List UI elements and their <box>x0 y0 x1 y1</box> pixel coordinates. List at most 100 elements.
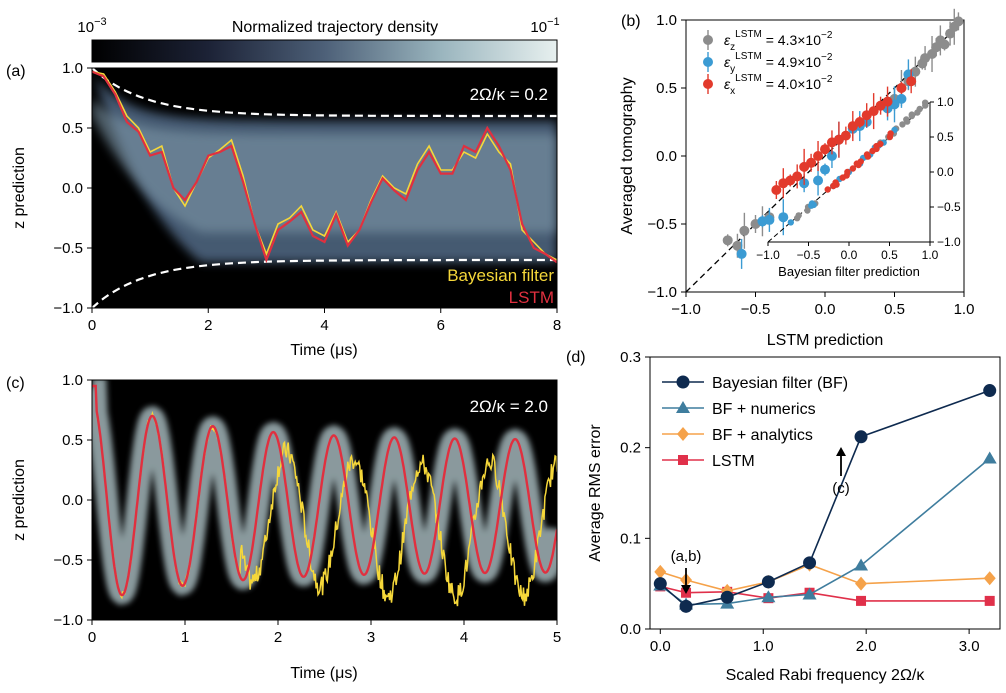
eps-x-inset-point <box>824 186 831 193</box>
x-tick-label: 2 <box>204 317 212 334</box>
eps-y-legend-marker <box>703 57 713 67</box>
eps-z-inset-point <box>908 111 916 118</box>
panel-b-xlabel: LSTM prediction <box>767 332 884 349</box>
eps-y-point <box>896 93 907 104</box>
eps-y-inset-point <box>808 200 816 207</box>
panel-a-ylabel: z prediction <box>11 147 28 229</box>
x-tick-label: 1 <box>181 629 189 646</box>
eps-z-inset-point <box>921 99 929 106</box>
eps-z-legend-marker <box>703 35 713 45</box>
inset-y-tick: 1.0 <box>937 95 954 109</box>
lstm-marker <box>984 595 995 606</box>
y-tick-label: 0.5 <box>62 120 83 137</box>
eps-x-inset-point <box>832 179 839 186</box>
eps-y-point <box>778 212 789 223</box>
eps-x-point <box>854 117 865 127</box>
eps-x-point <box>882 96 893 107</box>
arrow-c: (c) <box>832 447 850 497</box>
inset-y-tick: 0.5 <box>937 130 954 144</box>
eps-x-point <box>840 130 851 141</box>
panel-c-xlabel: Time (μs) <box>290 665 357 682</box>
panel-a-xlabel: Time (μs) <box>290 342 357 359</box>
x-tick-label: 1.0 <box>954 301 975 318</box>
panel-a-annotation: 2Ω/κ = 0.2 <box>470 85 548 104</box>
panel-d: (d) Bayesian filter (BF) BF + numerics BF … <box>566 349 1001 684</box>
eps-z-point <box>739 225 750 236</box>
inset-x-tick: −1.0 <box>756 248 780 262</box>
inset-x-tick: 0.5 <box>881 248 898 262</box>
x-tick-label: 3.0 <box>959 638 980 655</box>
eps-z-point <box>953 16 964 27</box>
colorbar-max: 10−1 <box>530 16 559 36</box>
legend-lstm-a: LSTM <box>509 288 554 307</box>
eps-z-point <box>939 39 950 50</box>
y-tick-label: 1.0 <box>62 60 83 77</box>
y-tick-label: 0.3 <box>620 349 641 366</box>
panel-d-xlabel: Scaled Rabi frequency 2Ω/κ <box>726 667 926 684</box>
x-tick-label: 6 <box>437 317 445 334</box>
arrow-ab-label: (a,b) <box>671 548 702 565</box>
eps-x-point <box>906 76 917 87</box>
bf-analytics-marker <box>855 576 868 591</box>
panel-c-ylabel: z prediction <box>11 459 28 541</box>
y-tick-label: −0.5 <box>53 240 83 257</box>
eps-x-inset-point <box>887 130 894 137</box>
y-tick-label: 0.0 <box>656 148 677 165</box>
bf-legend-marker <box>676 375 690 389</box>
bf-marker <box>983 384 997 398</box>
y-tick-label: 1.0 <box>62 372 83 389</box>
lstm-legend-marker <box>678 455 688 465</box>
eps-x-inset-point <box>849 165 857 172</box>
panel-a-heatmap <box>92 68 557 308</box>
y-tick-label: 0.5 <box>656 80 677 97</box>
bf-legend-label: Bayesian filter (BF) <box>712 375 848 392</box>
panel-c-tag: (c) <box>6 375 25 392</box>
x-tick-label: 0 <box>88 629 96 646</box>
bf-marker <box>679 599 693 613</box>
y-tick-label: −1.0 <box>647 284 677 301</box>
eps-z-point <box>722 235 733 246</box>
x-tick-label: 1.0 <box>753 638 774 655</box>
eps-x-point <box>896 83 907 93</box>
panel-d-ylabel: Average RMS error <box>587 424 604 562</box>
bf-marker <box>653 577 667 591</box>
eps-z-point <box>732 240 743 251</box>
x-tick-label: 4 <box>460 629 468 646</box>
y-tick-label: −1.0 <box>53 612 83 629</box>
bf-numerics-marker <box>854 558 869 571</box>
eps-x-point <box>868 106 879 117</box>
x-tick-label: −0.5 <box>741 301 771 318</box>
eps-z-inset-point <box>916 105 923 113</box>
x-tick-label: 4 <box>320 317 328 334</box>
eps-z-inset-point <box>793 215 801 222</box>
eps-x-point <box>806 157 817 168</box>
eps-x-point <box>813 151 824 161</box>
eps-y-point <box>813 175 824 186</box>
y-tick-label: 0.0 <box>62 492 83 509</box>
panel-c: (c) 2Ω/κ = 2.0 0 1 2 3 4 5 1.0 0.5 0.0 −0.5 −1.0 T… <box>6 372 561 682</box>
eps-y-point <box>736 248 747 259</box>
legend-bayes-a: Bayesian filter <box>447 266 554 285</box>
y-tick-label: −1.0 <box>53 300 83 317</box>
bf-numerics-marker <box>982 451 997 464</box>
y-tick-label: 0.0 <box>620 621 641 638</box>
y-tick-label: 0.5 <box>62 432 83 449</box>
eps-x-point <box>820 144 830 155</box>
x-tick-label: 3 <box>367 629 375 646</box>
bf-marker <box>854 430 868 444</box>
panel-d-axes <box>649 356 1001 630</box>
eps-x-point <box>792 171 803 182</box>
y-tick-label: 0.1 <box>620 530 641 547</box>
y-tick-label: −0.5 <box>53 552 83 569</box>
x-tick-label: 2.0 <box>856 638 877 655</box>
bf-numerics-marker <box>802 587 817 600</box>
panel-b-tag: (b) <box>621 13 641 30</box>
panel-b-inset: −1.0 −0.5 0.0 0.5 1.0 1.0 0.5 0.0 −0.5 −1.0 Bayes… <box>756 95 961 279</box>
eps-z-legend-label: εzLSTM = 4.3×10−2 <box>724 29 833 53</box>
panel-c-heatmap <box>92 380 557 607</box>
x-tick-label: 0.5 <box>884 301 905 318</box>
x-tick-label: 2 <box>274 629 282 646</box>
x-tick-label: 0.0 <box>815 301 836 318</box>
x-tick-label: 0.0 <box>650 638 671 655</box>
